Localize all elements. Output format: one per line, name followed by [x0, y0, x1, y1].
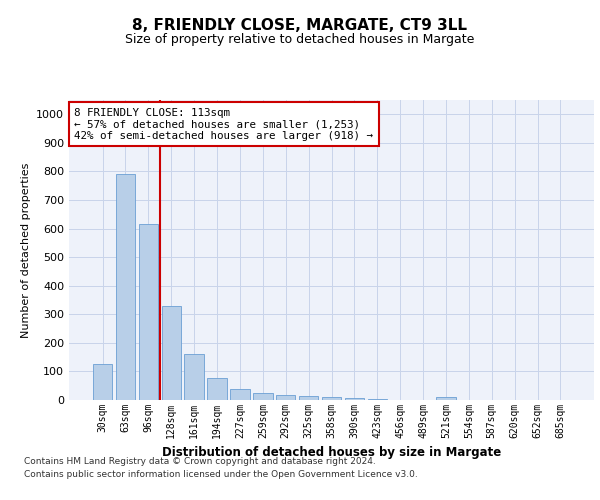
Bar [116, 174, 135, 400]
X-axis label: Distribution of detached houses by size in Margate: Distribution of detached houses by size … [162, 446, 501, 460]
Text: Contains HM Land Registry data © Crown copyright and database right 2024.: Contains HM Land Registry data © Crown c… [24, 458, 376, 466]
Bar [184, 354, 204, 400]
Bar [208, 378, 227, 400]
Bar [253, 393, 272, 400]
Bar [139, 224, 158, 400]
Text: 8 FRIENDLY CLOSE: 113sqm
← 57% of detached houses are smaller (1,253)
42% of sem: 8 FRIENDLY CLOSE: 113sqm ← 57% of detach… [74, 108, 373, 140]
Bar [299, 396, 319, 400]
Bar [161, 306, 181, 400]
Bar [276, 395, 295, 400]
Text: 8, FRIENDLY CLOSE, MARGATE, CT9 3LL: 8, FRIENDLY CLOSE, MARGATE, CT9 3LL [133, 18, 467, 32]
Bar [344, 398, 364, 400]
Bar [322, 397, 341, 400]
Text: Contains public sector information licensed under the Open Government Licence v3: Contains public sector information licen… [24, 470, 418, 479]
Bar [230, 388, 250, 400]
Bar [436, 397, 455, 400]
Bar [368, 398, 387, 400]
Text: Size of property relative to detached houses in Margate: Size of property relative to detached ho… [125, 32, 475, 46]
Y-axis label: Number of detached properties: Number of detached properties [20, 162, 31, 338]
Bar [93, 364, 112, 400]
